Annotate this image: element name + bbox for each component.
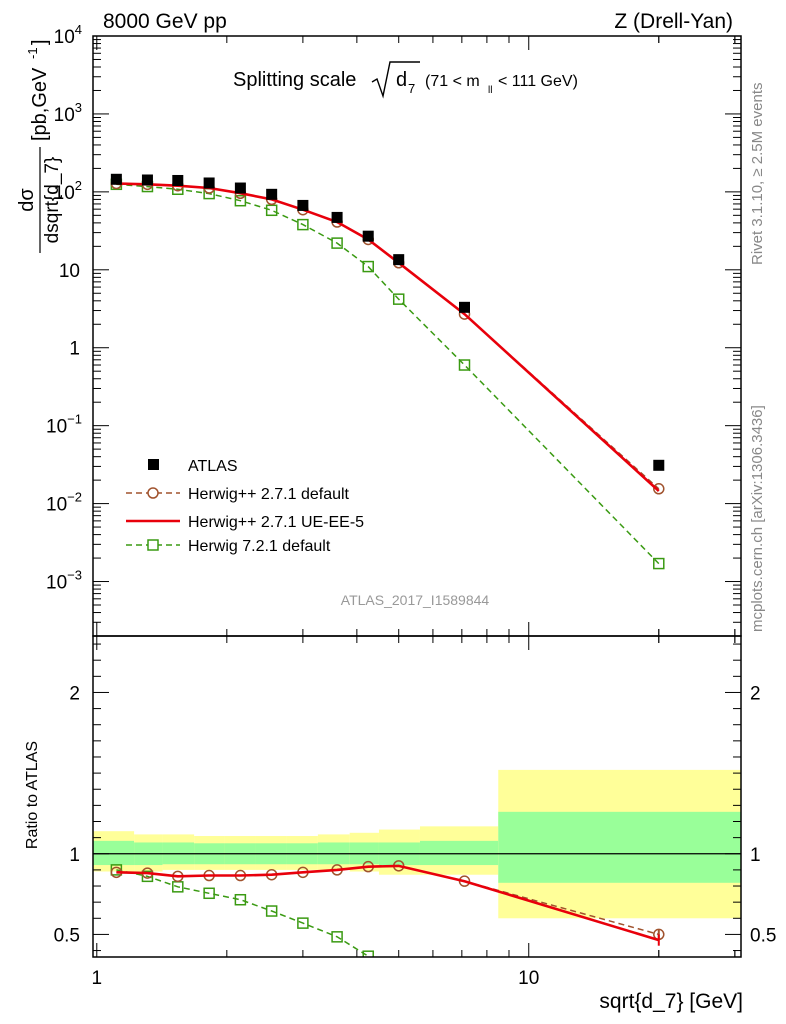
band-inner-bin	[419, 840, 499, 866]
y-tick-label: 103	[54, 100, 82, 126]
ratio-marker-square	[234, 893, 247, 906]
y-tick-label: 102	[54, 178, 82, 204]
main-title-var-sub: 7	[408, 81, 415, 96]
legend: ATLAS Herwig++ 2.7.1 default Herwig++ 2.7.…	[126, 458, 364, 555]
y-tick-label: 10−1	[46, 412, 82, 438]
ratio-line	[116, 864, 660, 942]
legend-label: Herwig++ 2.7.1 default	[188, 486, 350, 503]
ratio-marker-square	[141, 870, 154, 883]
data-series	[110, 173, 665, 957]
main-title-var: d	[396, 69, 407, 91]
legend-item-h721: Herwig 7.2.1 default	[126, 538, 331, 555]
marker-square	[653, 557, 665, 570]
sqrt-symbol	[371, 61, 420, 99]
legend-marker-square	[147, 539, 159, 551]
marker-circle	[653, 483, 665, 495]
atlas-point	[297, 199, 309, 211]
y-tick-label: 10−3	[46, 568, 82, 594]
ratio-series-h721	[110, 864, 374, 957]
series-line	[116, 182, 660, 492]
x-tick-label: 1	[92, 968, 103, 989]
ratio-y-tick-label-right: 2	[750, 683, 761, 704]
ratio-y-tick-label-left: 1	[69, 845, 80, 866]
ratio-uncertainty-bands	[93, 769, 741, 919]
series-line	[116, 182, 660, 490]
legend-label: ATLAS	[188, 458, 238, 475]
series-ueee5	[116, 182, 660, 492]
x-tick-label: 10	[518, 968, 539, 989]
main-title-cut-close: < 111 GeV)	[498, 73, 578, 90]
atlas-point	[234, 182, 246, 194]
y-label-unit-open: [pb,GeV	[29, 67, 51, 141]
y-axis-label-top: dσ dsqrt{d_7} [pb,GeV -1 ]	[16, 39, 63, 253]
atlas-point	[331, 211, 343, 223]
ratio-marker-square	[265, 905, 278, 917]
main-title-prefix: Splitting scale	[233, 69, 356, 91]
marker-square	[234, 194, 247, 207]
legend-label: Herwig++ 2.7.1 UE-EE-5	[188, 514, 364, 531]
header-right: Z (Drell-Yan)	[614, 10, 733, 33]
axis-ticks	[93, 35, 741, 957]
series-h271	[110, 177, 665, 495]
series-atlas	[110, 173, 665, 471]
ratio-marker-square	[297, 917, 309, 929]
marker-square	[458, 359, 471, 371]
x-axis-label: sqrt{d_7} [GeV]	[599, 990, 743, 1013]
main-title: Splitting scale d 7 (71 < m ll < 111 GeV…	[233, 61, 578, 99]
marker-square	[392, 293, 405, 305]
y-label-unit-exp: -1	[25, 47, 40, 59]
header-left: 8000 GeV pp	[103, 10, 227, 33]
side-text-rivet: Rivet 3.1.10, ≥ 2.5M events	[749, 83, 766, 266]
marker-square	[331, 237, 343, 249]
atlas-point	[203, 177, 215, 189]
analysis-watermark: ATLAS_2017_I1589844	[341, 592, 490, 608]
main-title-cut-sub: ll	[488, 85, 492, 96]
ratio-marker-square	[203, 887, 215, 900]
marker-square	[362, 260, 374, 273]
y-axis-label-ratio: Ratio to ATLAS	[24, 741, 41, 849]
marker-square	[265, 204, 278, 217]
ratio-panel-frame	[92, 635, 742, 958]
atlas-point	[393, 254, 405, 266]
ratio-y-tick-label-left: 2	[69, 683, 80, 704]
legend-item-h271: Herwig++ 2.7.1 default	[126, 486, 350, 503]
ratio-y-tick-label-right: 0.5	[750, 925, 776, 946]
ratio-y-tick-label-left: 0.5	[54, 925, 80, 946]
ratio-y-tick-label-right: 1	[750, 845, 761, 866]
atlas-point	[266, 188, 278, 200]
atlas-point	[459, 301, 471, 313]
y-label-num: dσ	[16, 188, 38, 212]
y-tick-label: 10	[59, 261, 80, 282]
ratio-marker-square	[331, 931, 343, 943]
band-inner-bin	[93, 840, 135, 866]
marker-square	[297, 218, 309, 231]
y-label-unit-close: ]	[29, 39, 51, 45]
y-label-den: dsqrt{d_7}	[42, 157, 63, 244]
main-title-cut-open: (71 < m	[425, 73, 480, 90]
y-tick-label: 104	[54, 22, 82, 48]
atlas-point	[110, 173, 122, 185]
legend-marker-circle	[147, 487, 159, 499]
legend-item-atlas: ATLAS	[148, 458, 238, 475]
atlas-point	[653, 459, 665, 471]
ratio-line	[116, 869, 369, 957]
series-line	[116, 183, 660, 565]
legend-label: Herwig 7.2.1 default	[188, 538, 331, 555]
ratio-marker-square	[362, 950, 374, 957]
y-tick-label: 1	[69, 339, 80, 360]
y-tick-label: 10−2	[46, 490, 82, 516]
series-h721	[110, 178, 665, 570]
legend-marker-atlas	[148, 459, 159, 470]
band-inner-bin	[498, 811, 741, 883]
ratio-series-ueee5	[116, 864, 660, 946]
side-text-mcplots: mcplots.cern.ch [arXiv:1306.3436]	[749, 405, 766, 632]
legend-item-ueee5: Herwig++ 2.7.1 UE-EE-5	[126, 514, 364, 531]
atlas-point	[172, 174, 184, 186]
ratio-series-group	[110, 860, 665, 957]
atlas-point	[362, 230, 374, 242]
atlas-point	[141, 174, 153, 186]
